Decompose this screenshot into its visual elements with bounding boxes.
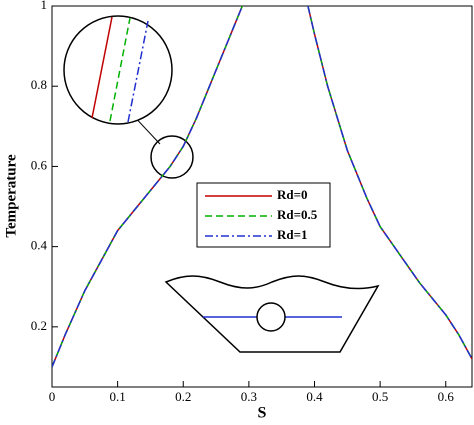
x-tick-label: 0.2 [175,389,191,404]
x-tick-label: 0.1 [110,389,126,404]
y-axis-label: Temperature [3,154,19,238]
y-tick-label: 0.8 [31,77,47,92]
x-tick-label: 0.6 [438,389,455,404]
y-tick-label: 0.4 [31,238,48,253]
legend-label: Rd=0.5 [277,207,318,222]
series-line [52,6,472,368]
x-tick-label: 0 [49,389,56,404]
y-tick-label: 1 [41,0,48,12]
x-tick-label: 0.3 [241,389,257,404]
plot-frame [51,5,473,388]
legend-label: Rd=1 [277,227,308,242]
legend-label: Rd=0 [277,187,308,202]
zoom-inset [63,15,194,179]
y-tick-label: 0.2 [31,318,47,333]
y-tick-label: 0.6 [31,157,48,172]
legend-box [196,182,331,248]
x-tick-label: 0.5 [372,389,388,404]
x-axis-label: S [258,405,267,422]
geometry-sketch [164,275,380,353]
x-tick-label: 0.4 [306,389,323,404]
